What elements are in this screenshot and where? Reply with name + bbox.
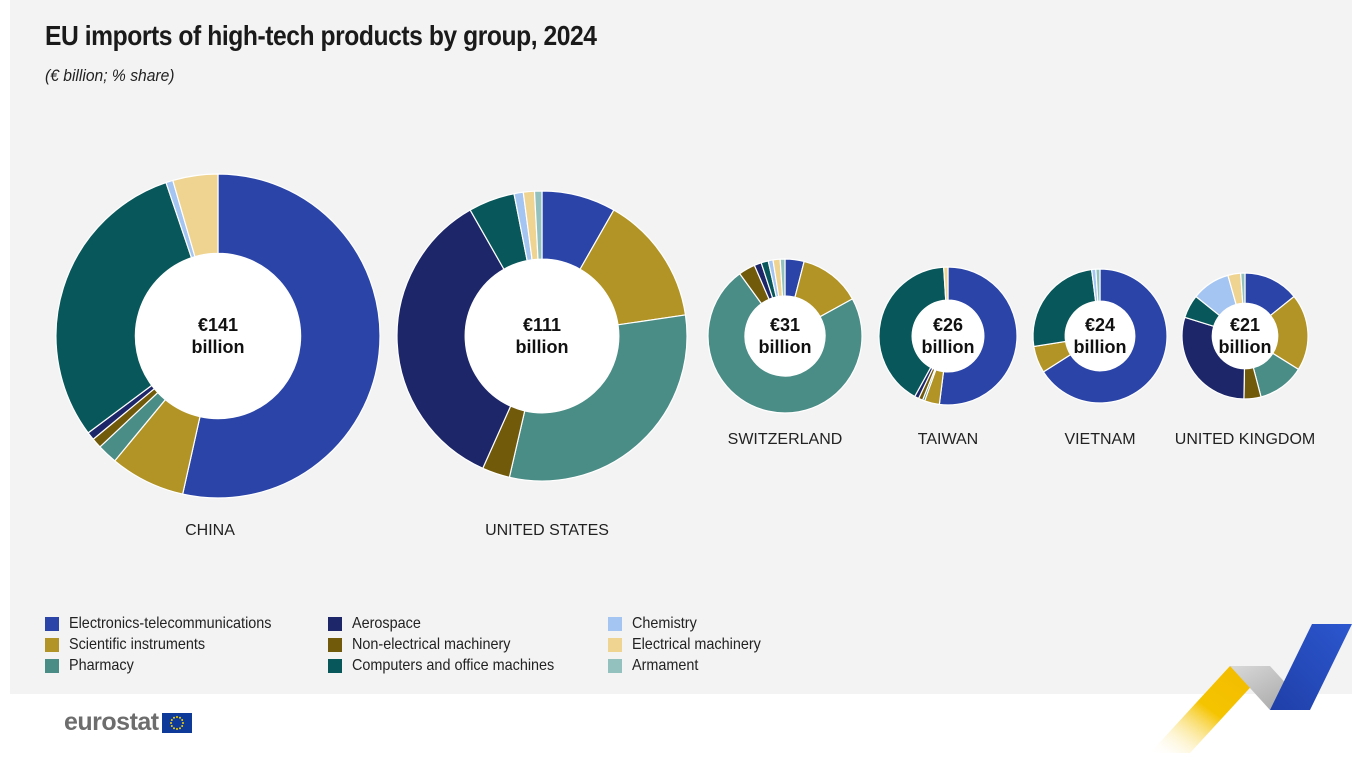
donut-hole	[745, 296, 825, 376]
slice-aerospace	[396, 209, 512, 470]
slice-armament	[1095, 268, 1101, 302]
total-value: €24	[1085, 315, 1115, 335]
slice-electrical	[943, 266, 949, 301]
legend-item-computers: Computers and office machines	[328, 656, 577, 676]
slice-armament	[779, 258, 786, 297]
country-label: CHINA	[185, 522, 235, 539]
legend-swatch	[45, 659, 59, 673]
chart-subtitle: (€ billion; % share)	[45, 66, 175, 85]
legend-item-nonelectrical: Non-electrical machinery	[328, 635, 528, 655]
legend-label: Pharmacy	[69, 657, 134, 674]
total-unit: billion	[1219, 337, 1272, 357]
country-label: TAIWAN	[918, 431, 978, 448]
chart-title: EU imports of high-tech products by grou…	[45, 20, 597, 51]
slice-aerospace	[1181, 316, 1246, 400]
country-label: VIETNAM	[1064, 431, 1135, 448]
country-label: UNITED STATES	[485, 522, 609, 539]
legend-label: Electronics-telecommunications	[69, 615, 272, 632]
total-unit: billion	[192, 337, 245, 357]
total-unit: billion	[516, 337, 569, 357]
chart-legend: Electronics-telecommunications Scientific…	[45, 614, 805, 684]
legend-swatch	[328, 617, 342, 631]
legend-item-chemistry: Chemistry	[608, 614, 704, 634]
legend-label: Non-electrical machinery	[352, 636, 511, 653]
slice-electronics	[938, 266, 1018, 406]
total-unit: billion	[922, 337, 975, 357]
slice-computers	[55, 181, 193, 434]
country-label: UNITED KINGDOM	[1175, 431, 1315, 448]
slice-armament	[1240, 272, 1246, 304]
total-value: €111	[523, 315, 561, 335]
legend-label: Armament	[632, 657, 699, 674]
slice-electronics	[1042, 268, 1168, 404]
legend-label: Aerospace	[352, 615, 421, 632]
total-value: €31	[770, 315, 800, 335]
legend-item-aerospace: Aerospace	[328, 614, 429, 634]
donut-hole	[465, 259, 619, 413]
total-unit: billion	[759, 337, 812, 357]
legend-label: Chemistry	[632, 615, 697, 632]
slice-electronics	[181, 173, 381, 499]
slice-pharmacy	[508, 314, 688, 482]
total-value: €21	[1230, 315, 1260, 335]
legend-item-electronics: Electronics-telecommunications	[45, 614, 294, 634]
eu-flag-icon	[161, 712, 192, 733]
total-unit: billion	[1074, 337, 1127, 357]
legend-item-pharmacy: Pharmacy	[45, 656, 141, 676]
legend-label: Scientific instruments	[69, 636, 206, 653]
decorative-chevron	[1150, 624, 1352, 753]
logo-text: eurostat	[64, 708, 159, 736]
legend-swatch	[328, 638, 342, 652]
legend-swatch	[608, 659, 622, 673]
country-label: SWITZERLAND	[728, 431, 843, 448]
legend-swatch	[608, 617, 622, 631]
donut-hole	[1065, 301, 1135, 371]
legend-label: Electrical machinery	[632, 636, 761, 653]
slice-armament	[533, 190, 543, 260]
slice-computers	[878, 266, 947, 398]
donut-hole	[912, 300, 984, 372]
legend-item-electrical: Electrical machinery	[608, 635, 775, 655]
donut-hole	[1212, 303, 1278, 369]
eurostat-logo: eurostat	[64, 708, 192, 737]
legend-swatch	[45, 617, 59, 631]
legend-swatch	[45, 638, 59, 652]
total-value: €141	[198, 315, 238, 335]
legend-swatch	[328, 659, 342, 673]
donut-hole	[135, 253, 301, 419]
slice-electrical	[172, 173, 219, 258]
legend-item-scientific: Scientific instruments	[45, 635, 220, 655]
total-value: €26	[933, 315, 963, 335]
slice-pharmacy	[707, 272, 863, 414]
legend-item-armament: Armament	[608, 656, 706, 676]
legend-swatch	[608, 638, 622, 652]
legend-label: Computers and office machines	[352, 657, 555, 674]
